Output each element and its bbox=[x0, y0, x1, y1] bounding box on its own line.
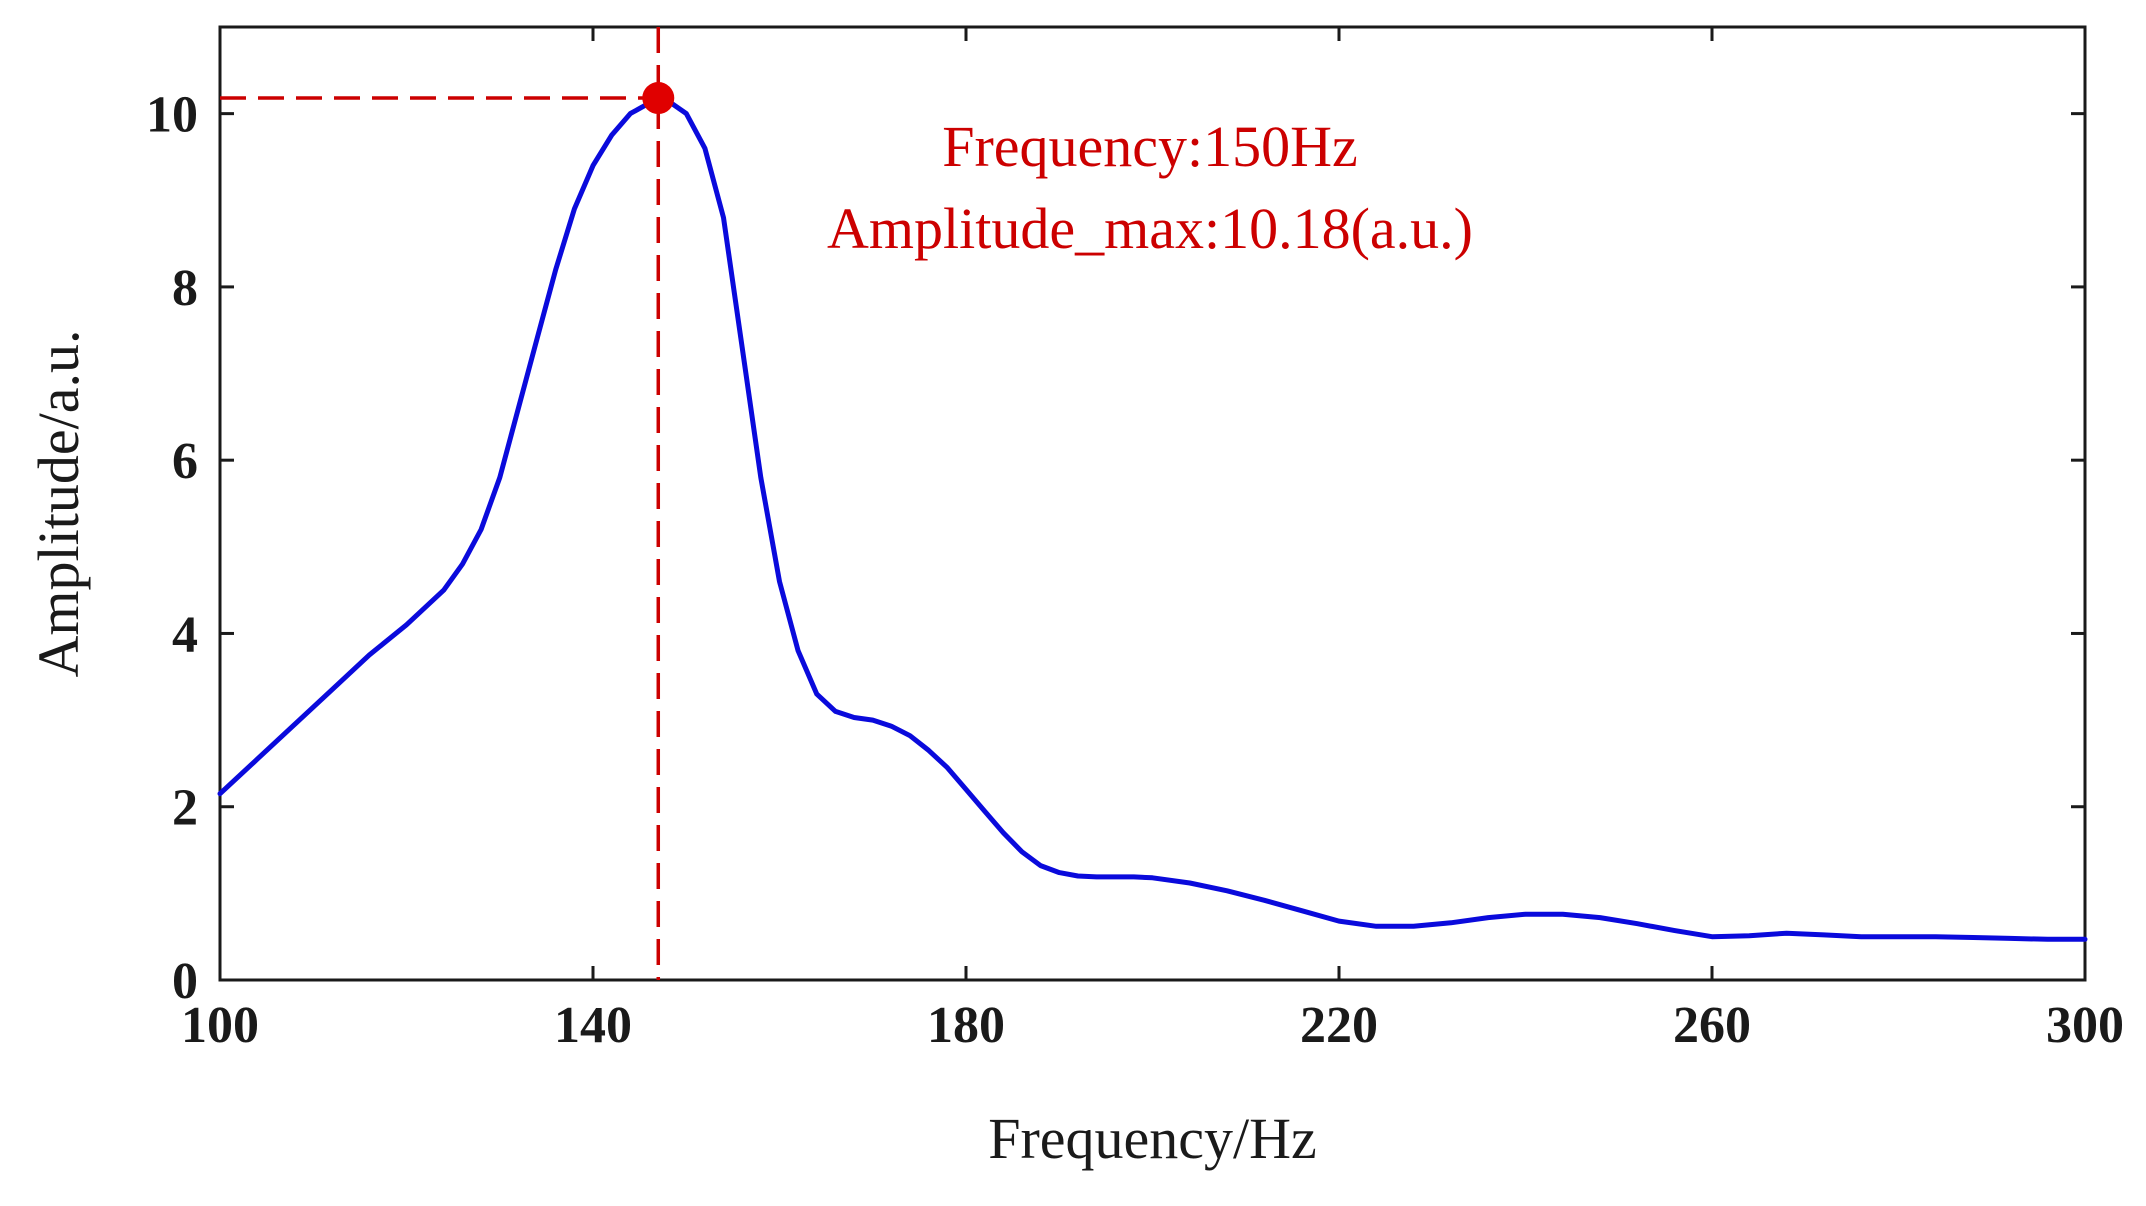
x-tick-label: 260 bbox=[1673, 997, 1751, 1054]
x-tick-label: 220 bbox=[1300, 997, 1378, 1054]
y-tick-label: 0 bbox=[172, 953, 198, 1010]
plot-area bbox=[218, 25, 2087, 982]
annotation-amplitude-max: Amplitude_max:10.18(a.u.) bbox=[827, 196, 1473, 261]
x-tick-label: 100 bbox=[181, 997, 259, 1054]
ticks-group bbox=[218, 27, 2087, 982]
y-tick-label: 8 bbox=[172, 260, 198, 317]
y-tick-label: 6 bbox=[172, 433, 198, 490]
x-axis-label: Frequency/Hz bbox=[988, 1106, 1317, 1171]
amplitude-series-line bbox=[217, 95, 2088, 942]
y-axis-label: Amplitude/a.u. bbox=[26, 330, 91, 678]
y-tick-label: 2 bbox=[172, 780, 198, 837]
y-tick-label: 10 bbox=[146, 87, 198, 144]
x-tick-label: 300 bbox=[2046, 997, 2124, 1054]
y-tick-label: 4 bbox=[172, 606, 198, 663]
peak-marker bbox=[642, 82, 675, 115]
x-tick-label: 140 bbox=[554, 997, 632, 1054]
tick-labels-group: 100 140 180 220 260 300 0 2 4 6 8 10 bbox=[146, 87, 2124, 1054]
x-tick-label: 180 bbox=[927, 997, 1005, 1054]
annotation-frequency: Frequency:150Hz bbox=[942, 114, 1358, 179]
